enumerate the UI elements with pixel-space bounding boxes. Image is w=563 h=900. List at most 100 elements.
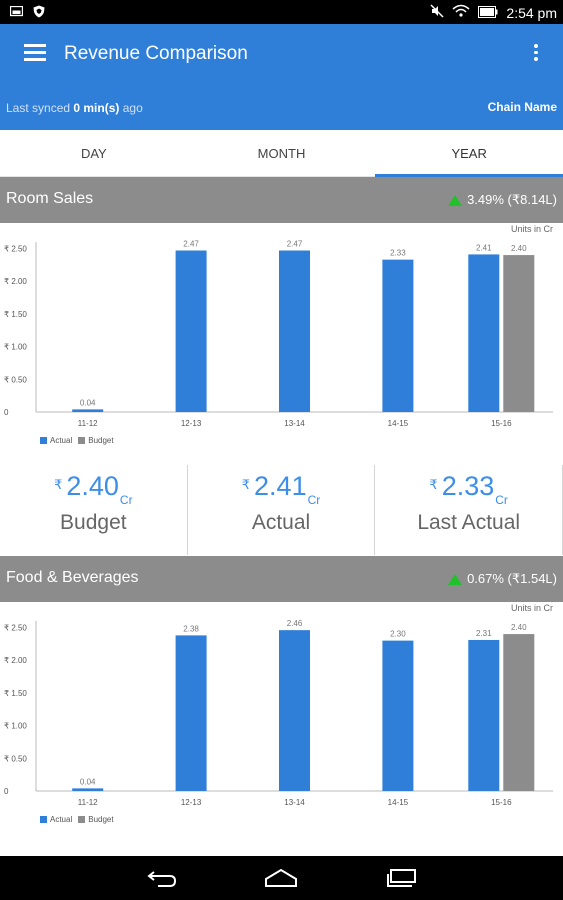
bar-actual bbox=[72, 788, 104, 791]
battery-icon bbox=[478, 5, 498, 21]
legend-item-budget: Budget bbox=[78, 815, 114, 824]
trend-up-icon bbox=[448, 194, 463, 206]
y-tick-label: ₹ 1.00 bbox=[4, 722, 27, 731]
legend-item-budget: Budget bbox=[78, 436, 114, 445]
tab-month[interactable]: MONTH bbox=[257, 146, 306, 161]
summary-label: Actual bbox=[251, 511, 311, 534]
x-tick-label: 15-16 bbox=[491, 798, 512, 807]
data-label-actual: 2.38 bbox=[183, 624, 199, 633]
chart-legend: Actual Budget bbox=[40, 815, 114, 824]
bar-actual bbox=[175, 635, 207, 791]
y-tick-label: ₹ 0.50 bbox=[4, 375, 27, 384]
photo-icon bbox=[9, 5, 24, 23]
change-value: 0.67% (₹1.54L) bbox=[467, 571, 557, 586]
y-tick-label: 0 bbox=[4, 787, 9, 796]
change-indicator: 3.49% (₹8.14L) bbox=[448, 192, 557, 208]
y-tick-label: 0 bbox=[4, 408, 9, 417]
rupee-symbol: ₹ bbox=[429, 477, 438, 492]
summary-unit: Cr bbox=[119, 493, 133, 507]
change-value: 3.49% (₹8.14L) bbox=[467, 192, 557, 207]
bar-actual bbox=[468, 254, 500, 412]
y-tick-label: ₹ 1.50 bbox=[4, 689, 27, 698]
x-tick-label: 12-13 bbox=[181, 419, 202, 428]
bar-actual bbox=[468, 639, 500, 791]
recents-icon[interactable] bbox=[386, 868, 418, 893]
summary-budget: ₹2.40Cr Budget bbox=[0, 465, 188, 555]
data-label-actual: 2.47 bbox=[287, 240, 303, 249]
y-tick-label: ₹ 2.00 bbox=[4, 656, 27, 665]
y-tick-label: ₹ 2.50 bbox=[4, 245, 27, 254]
tab-day[interactable]: DAY bbox=[80, 146, 107, 161]
x-tick-label: 11-12 bbox=[78, 798, 98, 807]
shield-icon bbox=[33, 5, 45, 23]
y-tick-label: ₹ 1.00 bbox=[4, 343, 27, 352]
system-nav-bar bbox=[0, 856, 563, 900]
page-title: Revenue Comparison bbox=[64, 43, 248, 64]
legend-item-actual: Actual bbox=[40, 815, 72, 824]
data-label-actual: 2.47 bbox=[183, 240, 199, 249]
summary-value: 2.33 bbox=[441, 471, 495, 501]
y-tick-label: ₹ 1.50 bbox=[4, 310, 27, 319]
more-options-icon[interactable] bbox=[533, 44, 539, 62]
section-header-food-beverages[interactable]: Food & Beverages 0.67% (₹1.54L) bbox=[0, 556, 563, 602]
data-label-actual: 2.41 bbox=[476, 243, 492, 252]
rupee-symbol: ₹ bbox=[54, 477, 63, 492]
bar-budget bbox=[503, 255, 535, 412]
data-label-actual: 2.31 bbox=[476, 629, 492, 638]
chart-legend: Actual Budget bbox=[40, 436, 114, 445]
mute-icon bbox=[430, 4, 444, 21]
bar-actual bbox=[382, 640, 414, 791]
rupee-symbol: ₹ bbox=[241, 477, 251, 492]
data-label-actual: 2.46 bbox=[287, 619, 303, 628]
x-tick-label: 14-15 bbox=[388, 419, 409, 428]
x-tick-label: 12-13 bbox=[181, 798, 202, 807]
x-tick-label: 15-16 bbox=[491, 419, 512, 428]
summary-actual: ₹2.41Cr Actual bbox=[188, 465, 376, 555]
y-tick-label: ₹ 0.50 bbox=[4, 754, 27, 763]
x-tick-label: 13-14 bbox=[284, 798, 305, 807]
menu-icon[interactable] bbox=[24, 44, 46, 62]
tab-year[interactable]: YEAR bbox=[375, 130, 563, 177]
data-label-actual: 2.30 bbox=[390, 630, 406, 639]
clock: 2:54 pm bbox=[506, 4, 557, 21]
data-label-budget: 2.40 bbox=[511, 244, 527, 253]
summary-label: Last Actual bbox=[417, 511, 521, 534]
change-indicator: 0.67% (₹1.54L) bbox=[448, 571, 557, 587]
x-tick-label: 14-15 bbox=[388, 798, 409, 807]
wifi-icon bbox=[452, 4, 470, 21]
bar-budget bbox=[503, 634, 535, 791]
app-bar: Revenue Comparison Last synced 0 min(s) … bbox=[0, 24, 563, 130]
bar-actual bbox=[382, 259, 414, 412]
summary-unit: Cr bbox=[307, 493, 321, 507]
status-bar: 2:54 pm bbox=[0, 0, 563, 24]
data-label-actual: 0.04 bbox=[80, 398, 96, 407]
period-tabs: DAY MONTH YEAR bbox=[0, 130, 563, 177]
bar-actual bbox=[279, 630, 310, 791]
home-icon[interactable] bbox=[264, 868, 298, 893]
y-tick-label: ₹ 2.00 bbox=[4, 277, 27, 286]
bar-chart-svg: ₹ 2.50 ₹ 2.00 ₹ 1.50 ₹ 1.00 ₹ 0.50 0 0.04 11-12… bbox=[4, 240, 553, 428]
summary-value: 2.40 bbox=[66, 471, 119, 501]
summary-unit: Cr bbox=[495, 493, 508, 507]
summary-value: 2.41 bbox=[254, 471, 307, 501]
summary-last-actual: ₹2.33Cr Last Actual bbox=[375, 465, 563, 555]
section-header-room-sales[interactable]: Room Sales 3.49% (₹8.14L) bbox=[0, 177, 563, 223]
legend-item-actual: Actual bbox=[40, 436, 72, 445]
trend-up-icon bbox=[448, 573, 463, 585]
chain-name-selector[interactable]: Chain Name bbox=[487, 100, 557, 114]
back-icon[interactable] bbox=[146, 868, 178, 893]
data-label-budget: 2.40 bbox=[511, 623, 527, 632]
section-title: Room Sales bbox=[6, 190, 94, 207]
bar-actual bbox=[72, 409, 104, 412]
food-beverages-chart: ₹ 2.50 ₹ 2.00 ₹ 1.50 ₹ 1.00 ₹ 0.50 0 0.04 11-12… bbox=[0, 615, 563, 815]
section-title: Food & Beverages bbox=[6, 569, 139, 586]
x-tick-label: 13-14 bbox=[284, 419, 305, 428]
bar-actual bbox=[279, 250, 310, 412]
room-sales-chart: ₹ 2.50 ₹ 2.00 ₹ 1.50 ₹ 1.00 ₹ 0.50 0 0.04 11-12… bbox=[0, 236, 563, 436]
bar-chart-svg: ₹ 2.50 ₹ 2.00 ₹ 1.50 ₹ 1.00 ₹ 0.50 0 0.04 11-12… bbox=[4, 619, 553, 807]
data-label-actual: 2.33 bbox=[390, 249, 406, 258]
y-tick-label: ₹ 2.50 bbox=[4, 624, 27, 633]
bar-actual bbox=[175, 250, 207, 412]
last-synced-text: Last synced 0 min(s) ago bbox=[6, 101, 143, 115]
summary-label: Budget bbox=[60, 511, 127, 534]
